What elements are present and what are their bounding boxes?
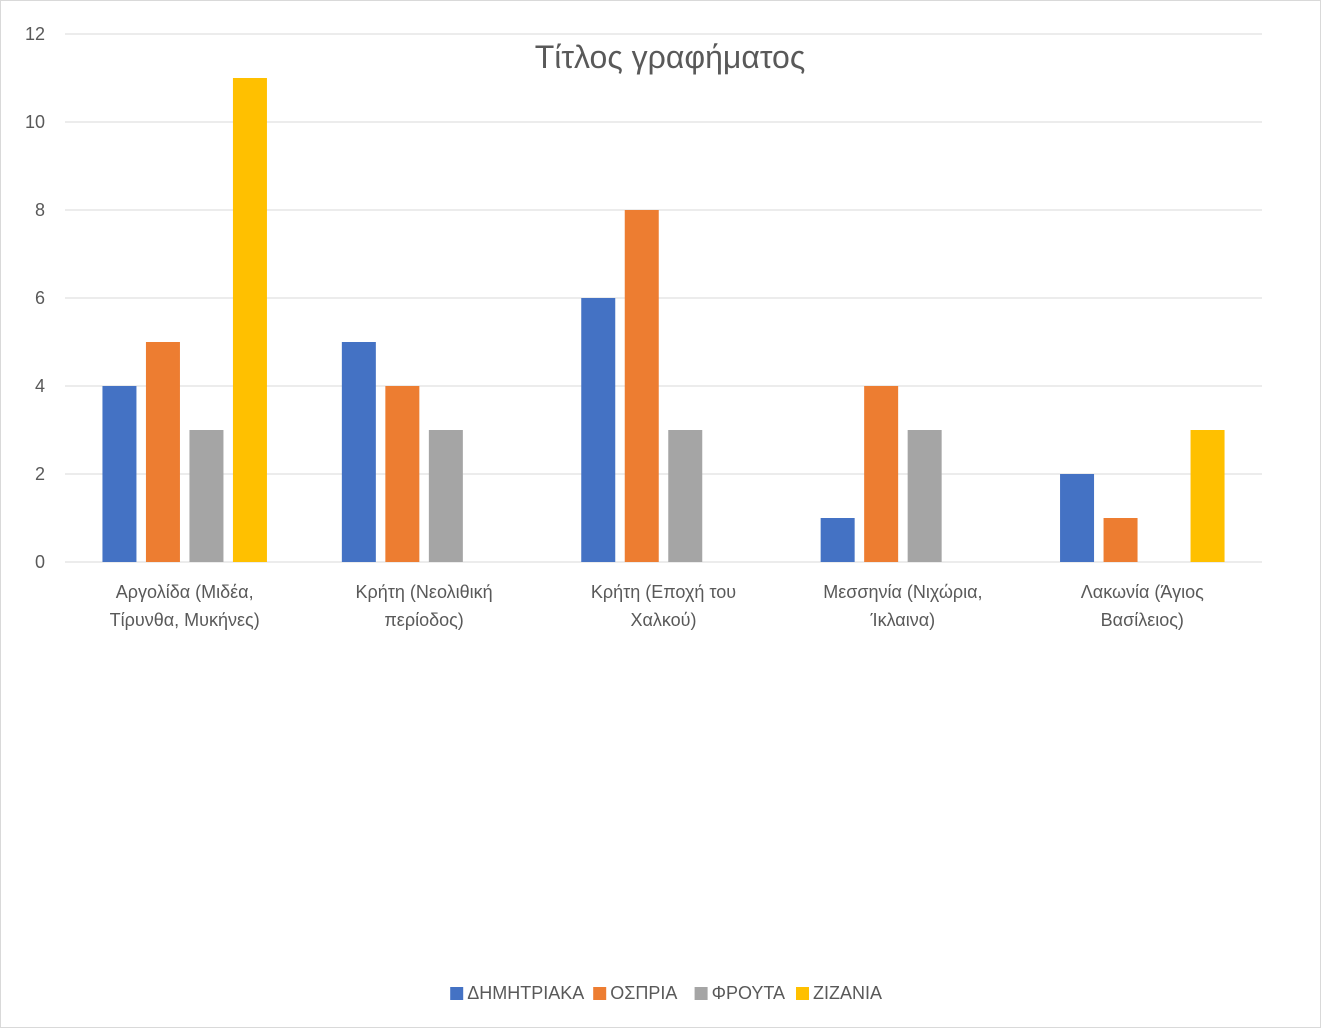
bar-3-4 — [907, 430, 942, 562]
y-tick-label: 2 — [35, 464, 45, 484]
y-tick-label: 8 — [35, 200, 45, 220]
y-axis-ticks: 0 2 4 6 8 10 12 — [25, 24, 45, 572]
bar-2-3 — [624, 210, 659, 562]
bar-4-5 — [1190, 430, 1225, 562]
bar-1-1 — [102, 386, 137, 562]
bar-1-2 — [341, 342, 376, 562]
bar-1-5 — [1060, 474, 1095, 562]
y-tick-label: 0 — [35, 552, 45, 572]
legend-swatch — [593, 987, 607, 1000]
bar-2-2 — [385, 386, 420, 562]
bar-3-3 — [668, 430, 703, 562]
y-tick-label: 12 — [25, 24, 45, 44]
x-category-label: Κρήτη (Εποχή του — [591, 582, 736, 602]
bar-2-1 — [145, 342, 180, 562]
legend-label: ΦΡΟΥΤΑ — [712, 983, 785, 1003]
legend: ΔΗΜΗΤΡΙΑΚΑ ΟΣΠΡΙΑ ΦΡΟΥΤΑ ΖΙΖΑΝΙΑ — [450, 983, 882, 1003]
legend-label: ΔΗΜΗΤΡΙΑΚΑ — [467, 983, 584, 1003]
y-tick-label: 6 — [35, 288, 45, 308]
x-category-label: Χαλκού) — [630, 610, 696, 630]
bar-1-4 — [820, 518, 855, 562]
bar-4-1 — [232, 78, 267, 562]
bars — [102, 78, 1225, 562]
x-category-label: Βασίλειος) — [1101, 610, 1184, 630]
x-category-label: Αργολίδα (Μιδέα, — [116, 582, 254, 602]
x-category-label: Ίκλαινα) — [870, 610, 935, 630]
bar-2-4 — [864, 386, 899, 562]
bar-3-2 — [428, 430, 463, 562]
bar-1-3 — [581, 298, 616, 562]
legend-label: ΖΙΖΑΝΙΑ — [813, 983, 882, 1003]
chart-title: Τίτλος γραφήματος — [535, 39, 806, 75]
x-category-label: Κρήτη (Νεολιθική — [356, 582, 493, 602]
legend-swatch — [796, 987, 809, 1000]
legend-swatch — [450, 987, 464, 1000]
x-category-label: Τίρυνθα, Μυκήνες) — [110, 610, 260, 630]
legend-swatch — [694, 987, 708, 1000]
legend-label: ΟΣΠΡΙΑ — [610, 983, 677, 1003]
x-axis-categories: Αργολίδα (Μιδέα, Τίρυνθα, Μυκήνες) Κρήτη (… — [110, 582, 1204, 630]
y-tick-label: 4 — [35, 376, 45, 396]
bar-3-1 — [189, 430, 224, 562]
x-category-label: Μεσσηνία (Νιχώρια, — [823, 582, 982, 602]
bar-2-5 — [1103, 518, 1138, 562]
x-category-label: περίοδος) — [384, 610, 463, 630]
x-category-label: Λακωνία (Άγιος — [1081, 582, 1204, 602]
y-tick-label: 10 — [25, 112, 45, 132]
